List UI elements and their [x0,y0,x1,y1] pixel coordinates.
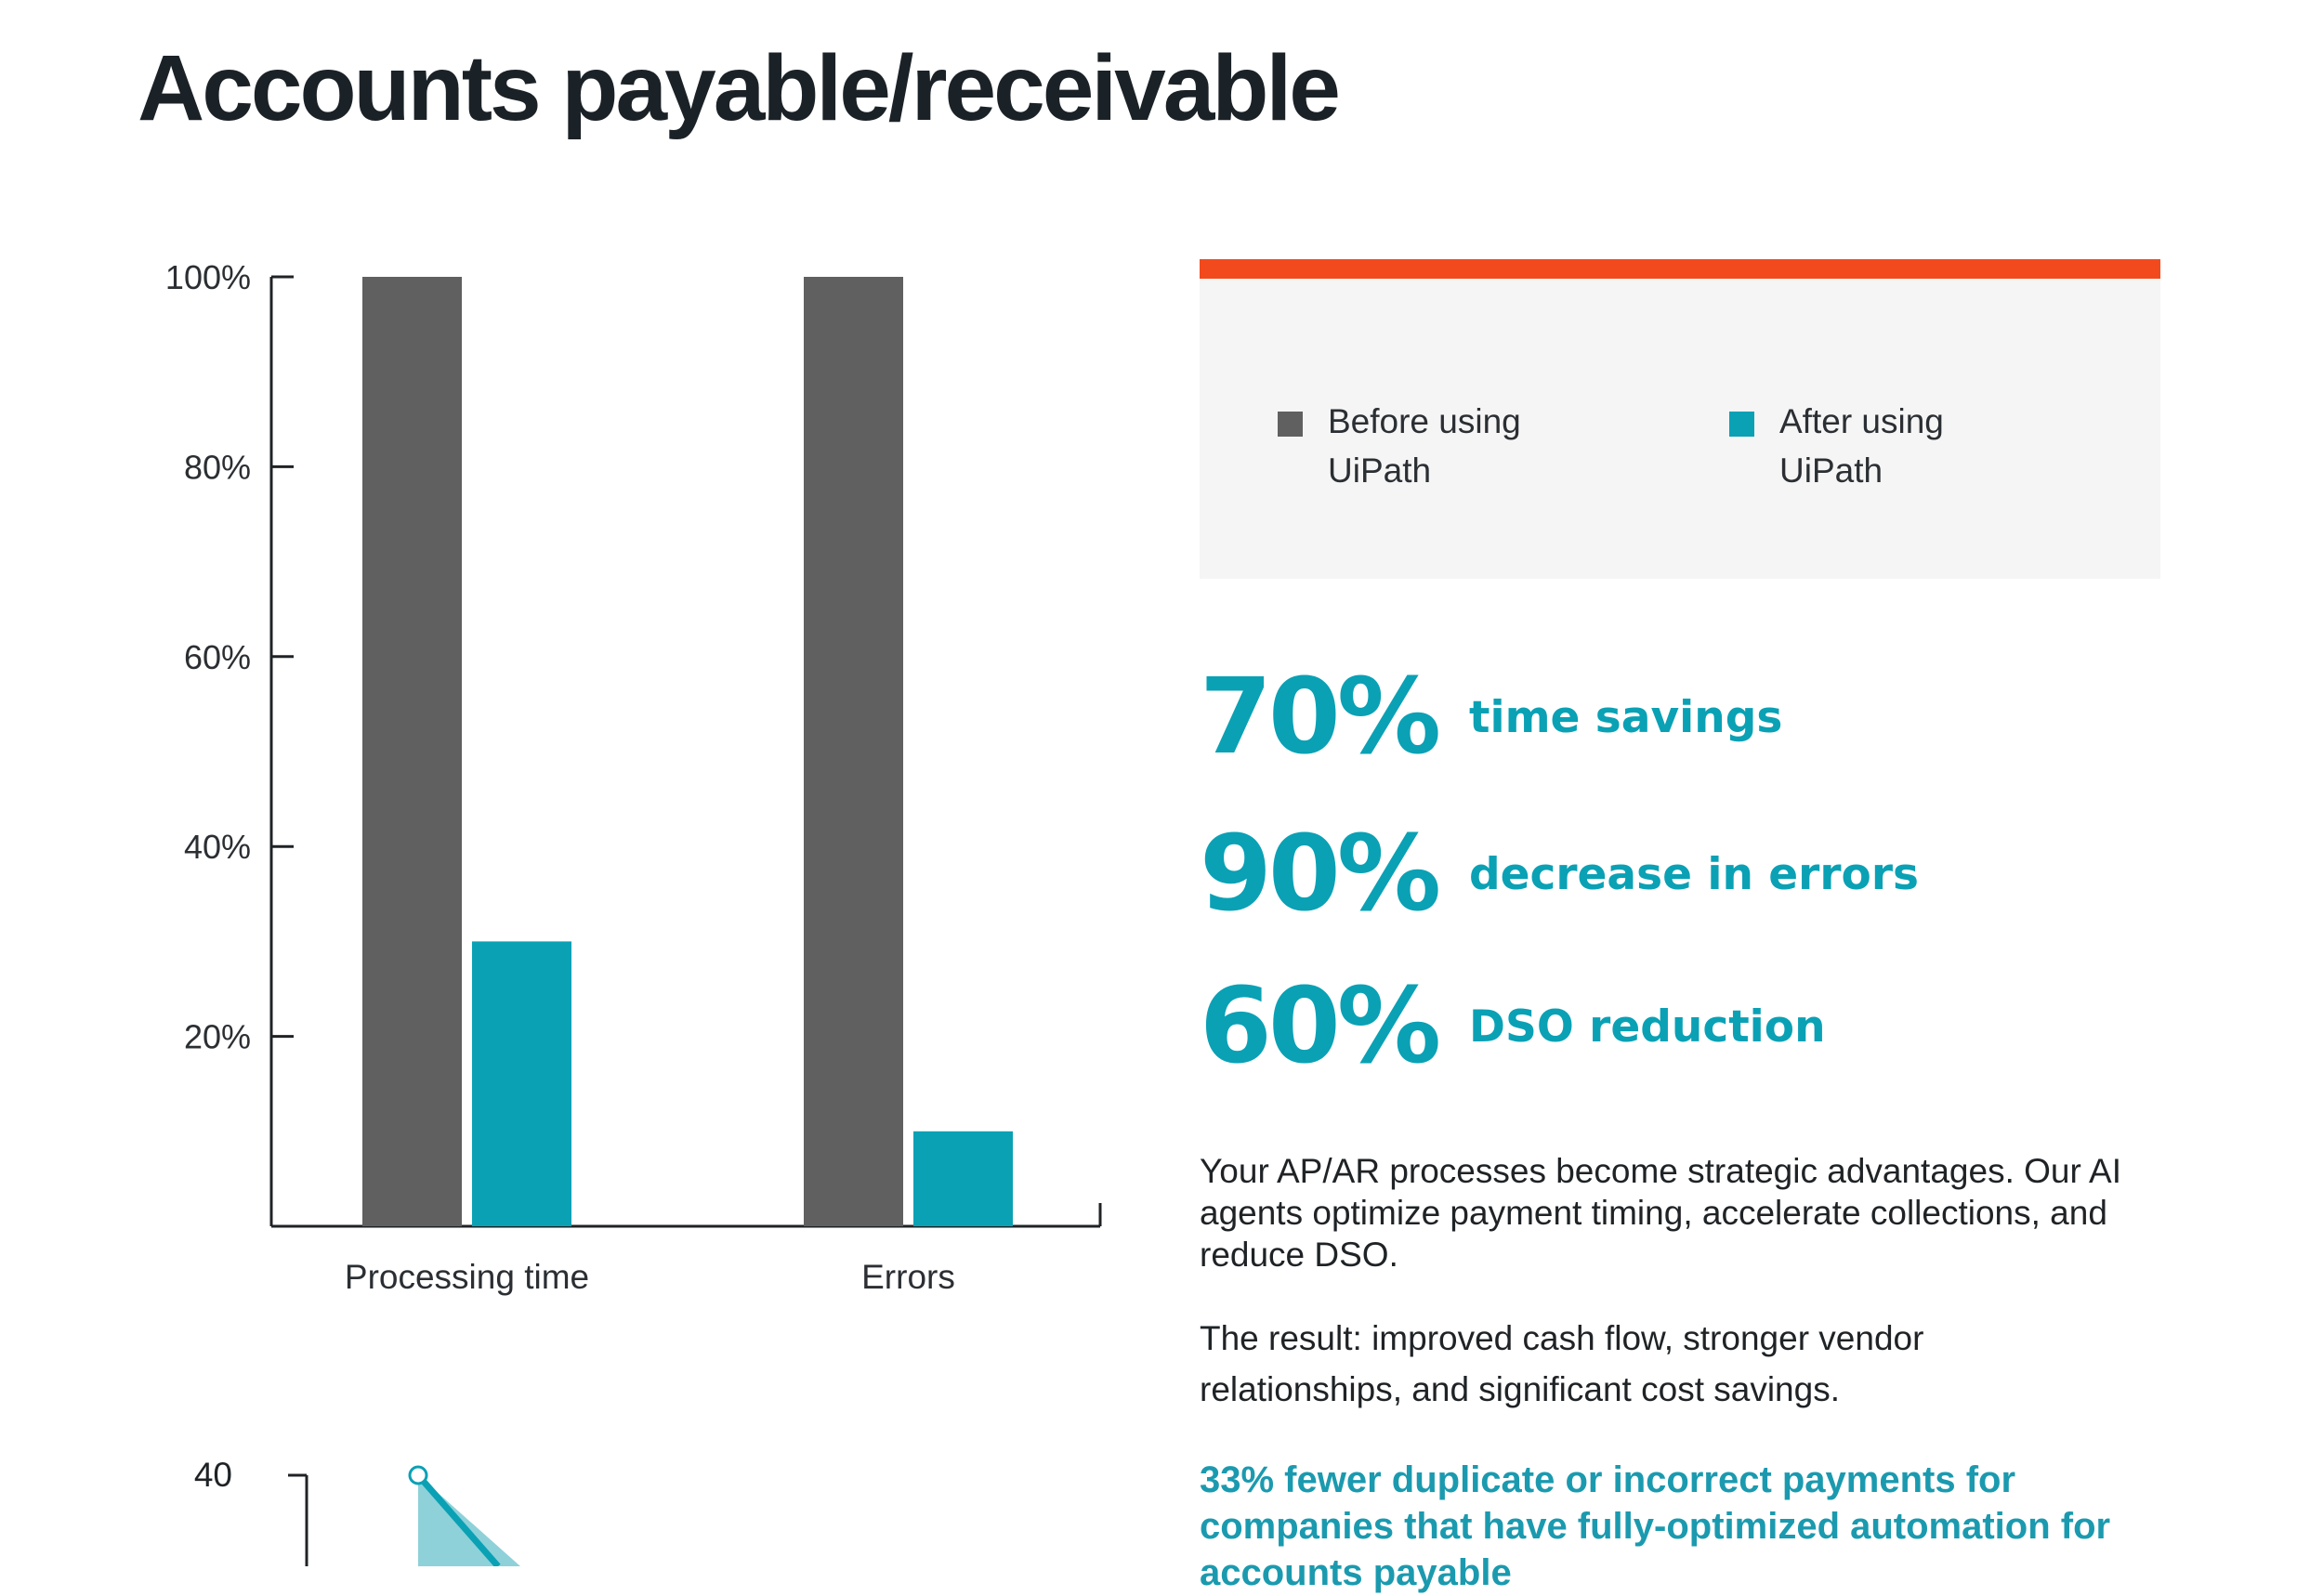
bar-after-errors [913,1131,1013,1226]
bar-before-errors [804,277,903,1226]
legend-swatch-after [1729,412,1754,437]
body-paragraph-1: Your AP/AR processes become strategic ad… [1200,1152,2122,1274]
y-tick-label: 60% [184,638,251,676]
stat-label: decrease in errors [1469,849,1919,900]
bar-before-processing-time [362,277,462,1226]
area-fill [418,1475,520,1566]
y-tick-label: 40 [194,1456,232,1494]
bar-after-processing-time [472,941,571,1226]
y-tick-label: 20% [184,1018,251,1056]
y-tick-label: 40% [184,828,251,866]
page-title: Accounts payable/receivable [138,36,1341,140]
legend-swatch-before [1278,412,1303,437]
highlight-statistic: 33% fewer duplicate or incorrect payment… [1200,1459,2111,1593]
stat-value: 70% [1200,657,1441,778]
legend-label-before: Before using UiPath [1328,402,1521,490]
legend-panel: Before using UiPath After using UiPath [1200,259,2160,579]
bar-chart: 100% 80% 60% 40% 20% Processing time Errors [165,258,1102,1296]
body-paragraph-2: The result: improved cash flow, stronger… [1200,1319,1924,1408]
legend-label-after: After using UiPath [1779,402,1944,490]
y-tick-label: 80% [184,448,251,486]
line-chart: 40 [194,1456,520,1566]
y-tick-label: 100% [165,258,251,296]
stat-value: 90% [1200,814,1441,935]
stat-value: 60% [1200,966,1441,1087]
stat-label: DSO reduction [1469,1001,1826,1053]
legend-accent-bar [1200,259,2160,279]
stat-label: time savings [1469,692,1783,743]
series-line [415,1472,501,1566]
data-point [408,1465,428,1485]
x-tick-label: Processing time [345,1258,589,1296]
x-tick-label: Errors [861,1258,955,1296]
